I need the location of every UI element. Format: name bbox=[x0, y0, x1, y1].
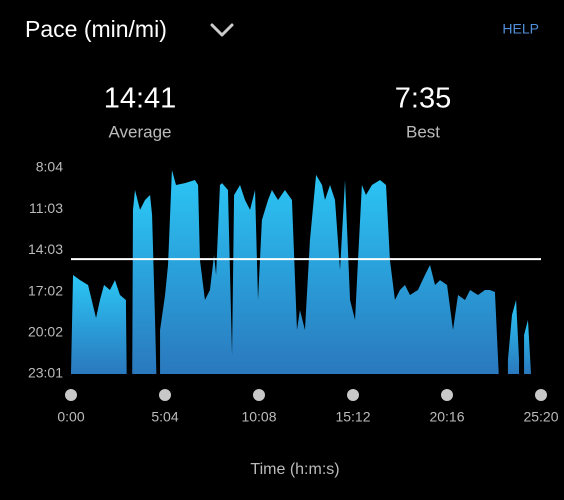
x-tick-dot bbox=[159, 389, 172, 401]
y-tick-label: 11:03 bbox=[29, 200, 63, 216]
dropdown-chevron[interactable] bbox=[210, 23, 234, 37]
pace-area bbox=[524, 320, 531, 374]
best-caption: Best bbox=[406, 122, 440, 141]
y-tick-label: 14:03 bbox=[28, 241, 63, 257]
y-tick-label: 20:02 bbox=[28, 324, 63, 340]
x-tick-label: 25:20 bbox=[523, 409, 558, 425]
pace-area bbox=[507, 300, 520, 374]
x-tick-label: 5:04 bbox=[151, 409, 178, 425]
y-tick-label: 8:04 bbox=[36, 159, 63, 175]
chart-title[interactable]: Pace (min/mi) bbox=[25, 16, 167, 42]
x-tick-dot bbox=[441, 389, 454, 401]
help-link[interactable]: HELP bbox=[502, 21, 539, 37]
x-tick-label: 0:00 bbox=[57, 409, 84, 425]
pace-area bbox=[71, 274, 127, 374]
y-tick-label: 23:01 bbox=[28, 365, 63, 381]
x-tick-label: 10:08 bbox=[241, 409, 276, 425]
y-tick-label: 17:02 bbox=[28, 282, 63, 298]
x-tick-dot bbox=[253, 389, 266, 401]
plot-area: 8:04 11:03 14:03 17:02 20:02 23:01 0:00 5:04 10:… bbox=[28, 159, 559, 425]
average-caption: Average bbox=[108, 122, 171, 141]
x-tick-dot bbox=[535, 389, 547, 401]
pace-area bbox=[132, 189, 157, 374]
pace-area bbox=[160, 169, 499, 374]
best-value: 7:35 bbox=[395, 83, 451, 115]
x-tick-label: 15:12 bbox=[335, 409, 370, 425]
x-tick-label: 20:16 bbox=[429, 409, 464, 425]
average-value: 14:41 bbox=[104, 83, 177, 115]
x-tick-dot bbox=[65, 389, 77, 401]
x-tick-dot bbox=[347, 389, 360, 401]
x-axis-label: Time (h:m:s) bbox=[250, 461, 339, 478]
